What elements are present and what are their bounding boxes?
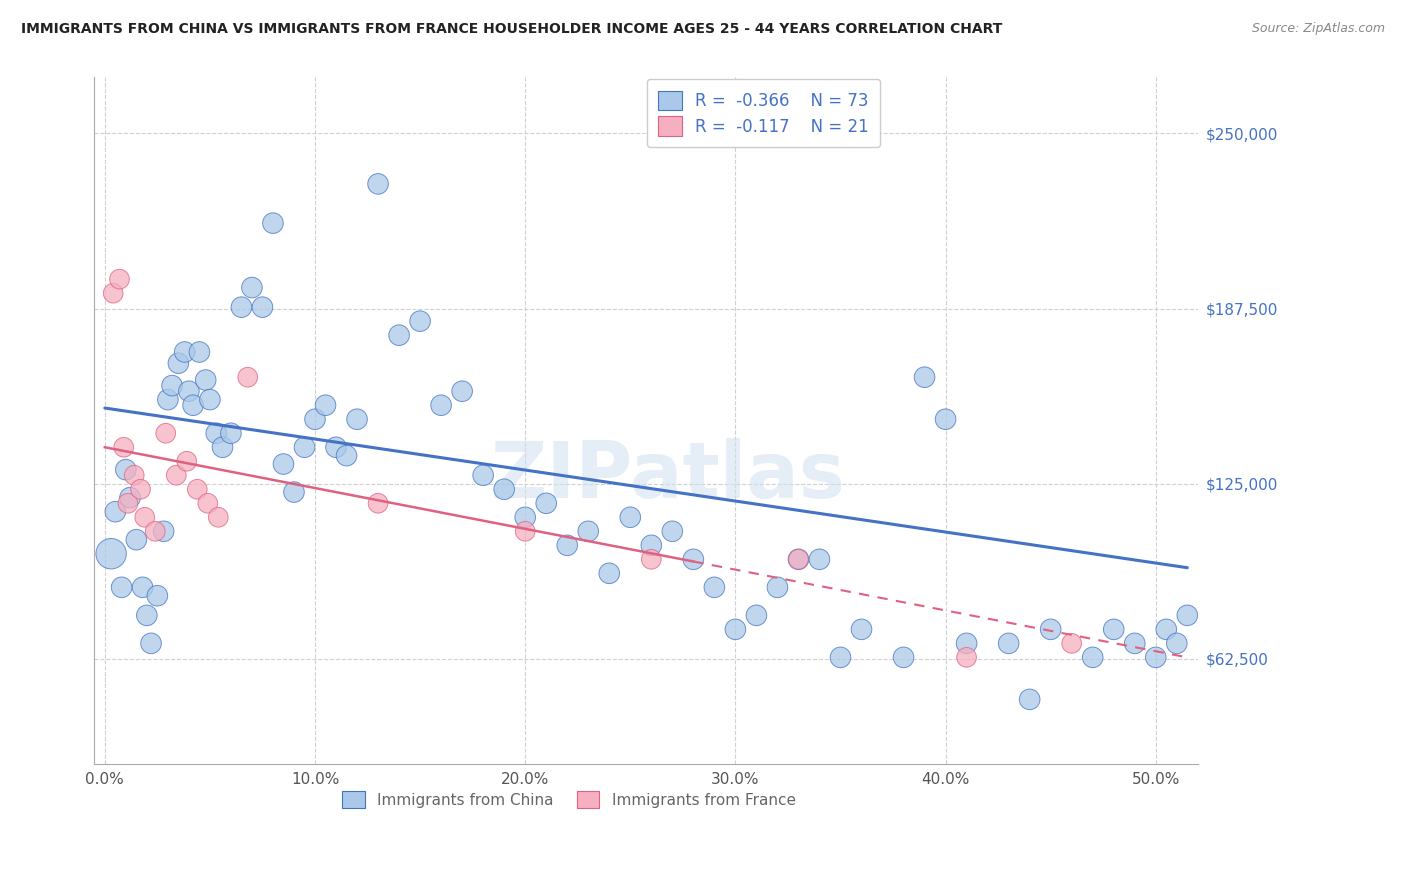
Point [555, 538, 578, 552]
Point [367, 496, 389, 510]
Point [252, 300, 274, 314]
Point [117, 496, 139, 510]
Point [1018, 692, 1040, 706]
Point [472, 468, 495, 483]
Point [100, 547, 122, 561]
Point [139, 636, 162, 650]
Point [534, 496, 557, 510]
Point [160, 378, 183, 392]
Point [1123, 636, 1146, 650]
Point [409, 314, 432, 328]
Point [122, 468, 145, 483]
Point [156, 392, 179, 407]
Legend: Immigrants from China, Immigrants from France: Immigrants from China, Immigrants from F… [336, 785, 801, 814]
Point [1081, 650, 1104, 665]
Point [661, 524, 683, 539]
Point [893, 650, 915, 665]
Point [155, 426, 177, 441]
Point [787, 552, 810, 566]
Text: IMMIGRANTS FROM CHINA VS IMMIGRANTS FROM FRANCE HOUSEHOLDER INCOME AGES 25 - 44 : IMMIGRANTS FROM CHINA VS IMMIGRANTS FROM… [21, 22, 1002, 37]
Point [118, 491, 141, 505]
Point [388, 328, 411, 343]
Point [152, 524, 174, 539]
Point [451, 384, 474, 399]
Point [131, 580, 153, 594]
Point [103, 286, 125, 301]
Point [619, 510, 641, 524]
Point [745, 608, 768, 623]
Point [682, 552, 704, 566]
Point [197, 496, 219, 510]
Point [325, 440, 347, 454]
Point [236, 370, 259, 384]
Point [787, 552, 810, 566]
Point [129, 483, 152, 497]
Point [430, 398, 453, 412]
Point [766, 580, 789, 594]
Point [640, 552, 662, 566]
Point [211, 440, 233, 454]
Point [808, 552, 831, 566]
Point [108, 272, 131, 286]
Point [146, 589, 169, 603]
Point [143, 524, 166, 539]
Point [240, 280, 263, 294]
Point [1166, 636, 1188, 650]
Point [188, 345, 211, 359]
Point [181, 398, 204, 412]
Point [125, 533, 148, 547]
Point [135, 608, 157, 623]
Point [283, 485, 305, 500]
Point [112, 440, 135, 454]
Point [262, 216, 284, 230]
Point [173, 345, 195, 359]
Point [207, 510, 229, 524]
Point [219, 426, 242, 441]
Point [104, 505, 127, 519]
Point [165, 468, 187, 483]
Point [111, 580, 134, 594]
Point [1060, 636, 1083, 650]
Point [304, 412, 326, 426]
Point [851, 623, 873, 637]
Point [205, 426, 228, 441]
Point [346, 412, 368, 426]
Point [186, 483, 208, 497]
Point [114, 463, 136, 477]
Point [335, 449, 357, 463]
Point [955, 650, 977, 665]
Point [576, 524, 599, 539]
Point [997, 636, 1019, 650]
Point [194, 373, 217, 387]
Point [367, 177, 389, 191]
Point [315, 398, 337, 412]
Point [640, 538, 662, 552]
Point [914, 370, 936, 384]
Point [1144, 650, 1167, 665]
Text: ZIPatlas: ZIPatlas [491, 438, 845, 514]
Point [231, 300, 253, 314]
Point [167, 356, 190, 370]
Point [198, 392, 221, 407]
Point [703, 580, 725, 594]
Point [494, 483, 516, 497]
Point [176, 454, 198, 468]
Point [935, 412, 957, 426]
Point [830, 650, 852, 665]
Point [273, 457, 295, 471]
Point [515, 510, 537, 524]
Point [1102, 623, 1125, 637]
Text: Source: ZipAtlas.com: Source: ZipAtlas.com [1251, 22, 1385, 36]
Point [515, 524, 537, 539]
Point [1175, 608, 1198, 623]
Point [177, 384, 200, 399]
Point [598, 566, 620, 581]
Point [294, 440, 316, 454]
Point [955, 636, 977, 650]
Point [1039, 623, 1062, 637]
Point [1156, 623, 1178, 637]
Point [724, 623, 747, 637]
Point [134, 510, 156, 524]
